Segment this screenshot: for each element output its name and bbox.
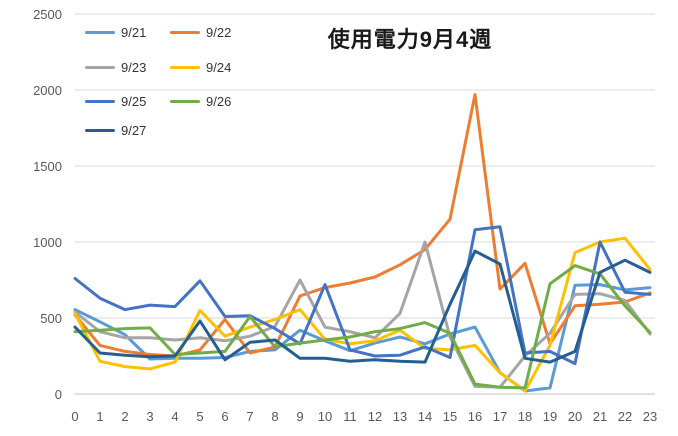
series-line-9-24[interactable] — [73, 236, 652, 393]
series-line-9-21[interactable] — [73, 283, 652, 393]
legend-item-9-24[interactable]: 9/24 — [170, 58, 231, 76]
legend-swatch-icon — [170, 30, 200, 34]
legend-swatch-icon — [85, 65, 115, 69]
x-tick-label: 21 — [593, 409, 607, 424]
series-line-9-27[interactable] — [73, 249, 652, 364]
x-tick-label: 17 — [493, 409, 507, 424]
x-tick-label: 7 — [246, 409, 253, 424]
y-tick-label: 2000 — [33, 83, 62, 98]
legend-swatch-icon — [85, 30, 115, 34]
x-tick-label: 3 — [146, 409, 153, 424]
series-line-9-25[interactable] — [73, 225, 652, 366]
x-tick-label: 1 — [96, 409, 103, 424]
legend-item-9-21[interactable]: 9/21 — [85, 23, 146, 41]
x-tick-label: 5 — [196, 409, 203, 424]
x-tick-label: 19 — [543, 409, 557, 424]
legend-label: 9/22 — [206, 24, 232, 40]
legend-item-9-22[interactable]: 9/22 — [170, 23, 231, 41]
x-tick-label: 15 — [443, 409, 457, 424]
legend-label: 9/21 — [121, 24, 147, 40]
x-tick-label: 2 — [121, 409, 128, 424]
y-tick-label: 0 — [55, 387, 62, 402]
y-tick-label: 1000 — [33, 235, 62, 250]
series-line-9-26[interactable] — [73, 264, 652, 390]
legend-item-9-23[interactable]: 9/23 — [85, 58, 146, 76]
x-tick-label: 10 — [318, 409, 332, 424]
x-tick-label: 18 — [518, 409, 532, 424]
legend-label: 9/27 — [121, 122, 147, 138]
legend-item-9-26[interactable]: 9/26 — [170, 92, 231, 110]
x-tick-label: 23 — [643, 409, 657, 424]
x-tick-label: 16 — [468, 409, 482, 424]
legend-swatch-icon — [170, 65, 200, 69]
x-tick-label: 11 — [343, 409, 357, 424]
x-tick-label: 8 — [271, 409, 278, 424]
x-tick-label: 20 — [568, 409, 582, 424]
legend-swatch-icon — [85, 128, 115, 132]
legend-swatch-icon — [170, 99, 200, 103]
legend-label: 9/24 — [206, 59, 232, 75]
x-tick-label: 14 — [418, 409, 432, 424]
y-tick-label: 1500 — [33, 159, 62, 174]
x-tick-label: 4 — [171, 409, 178, 424]
x-tick-label: 9 — [296, 409, 303, 424]
x-tick-label: 13 — [393, 409, 407, 424]
legend-label: 9/26 — [206, 93, 232, 109]
chart-title: 使用電力9月4週 — [327, 27, 493, 52]
x-tick-label: 0 — [71, 409, 78, 424]
y-tick-label: 500 — [40, 311, 62, 326]
legend-item-9-27[interactable]: 9/27 — [85, 121, 146, 139]
legend-item-9-25[interactable]: 9/25 — [85, 92, 146, 110]
x-tick-label: 12 — [368, 409, 382, 424]
x-tick-label: 6 — [221, 409, 228, 424]
series-line-9-22[interactable] — [73, 93, 652, 358]
legend-label: 9/25 — [121, 93, 147, 109]
legend-swatch-icon — [85, 99, 115, 103]
x-tick-label: 22 — [618, 409, 632, 424]
legend-label: 9/23 — [121, 59, 147, 75]
y-tick-label: 2500 — [33, 7, 62, 22]
